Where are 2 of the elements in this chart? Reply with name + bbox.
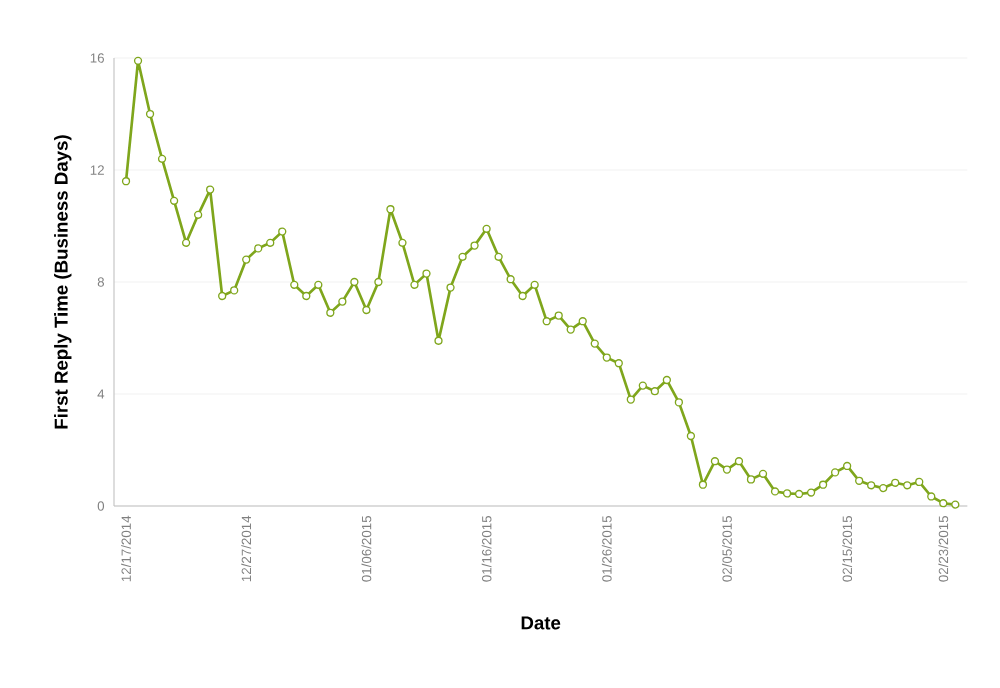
- x-axis-title: Date: [521, 616, 561, 630]
- y-axis-title: First Reply Time (Business Days): [54, 135, 72, 429]
